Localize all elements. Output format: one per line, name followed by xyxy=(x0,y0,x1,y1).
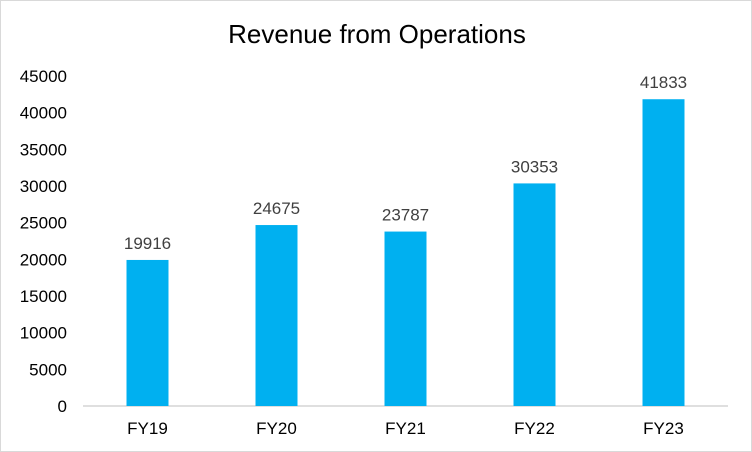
y-axis: 0 5000 10000 15000 20000 25000 30000 35000 40000… xyxy=(20,67,67,416)
bar-chart: Revenue from Operations 0 5000 10000 15000 2… xyxy=(1,1,751,451)
y-tick-label: 30000 xyxy=(20,177,67,196)
x-tick-label: FY22 xyxy=(514,419,555,438)
data-label-fy23: 41833 xyxy=(640,73,687,92)
data-labels: 19916 24675 23787 30353 41833 xyxy=(124,73,687,253)
bar-fy21 xyxy=(385,232,427,406)
x-axis: FY19 FY20 FY21 FY22 FY23 xyxy=(83,406,728,438)
y-tick-label: 40000 xyxy=(20,104,67,123)
x-tick-label: FY23 xyxy=(643,419,684,438)
bar-fy20 xyxy=(256,225,298,406)
chart-frame: Revenue from Operations 0 5000 10000 15000 2… xyxy=(0,0,752,452)
y-tick-label: 45000 xyxy=(20,67,67,86)
y-tick-label: 15000 xyxy=(20,287,67,306)
bar-fy23 xyxy=(643,99,685,406)
data-label-fy21: 23787 xyxy=(382,206,429,225)
y-tick-label: 20000 xyxy=(20,250,67,269)
chart-title: Revenue from Operations xyxy=(228,19,526,49)
y-tick-label: 5000 xyxy=(29,360,67,379)
y-tick-label: 10000 xyxy=(20,324,67,343)
y-tick-label: 0 xyxy=(58,397,67,416)
x-tick-label: FY20 xyxy=(256,419,297,438)
bars xyxy=(127,99,685,406)
bar-fy22 xyxy=(514,183,556,406)
data-label-fy22: 30353 xyxy=(511,157,558,176)
y-tick-label: 25000 xyxy=(20,214,67,233)
data-label-fy20: 24675 xyxy=(253,199,300,218)
data-label-fy19: 19916 xyxy=(124,234,171,253)
x-tick-label: FY21 xyxy=(385,419,426,438)
y-tick-label: 35000 xyxy=(20,140,67,159)
bar-fy19 xyxy=(127,260,169,406)
x-tick-label: FY19 xyxy=(127,419,168,438)
